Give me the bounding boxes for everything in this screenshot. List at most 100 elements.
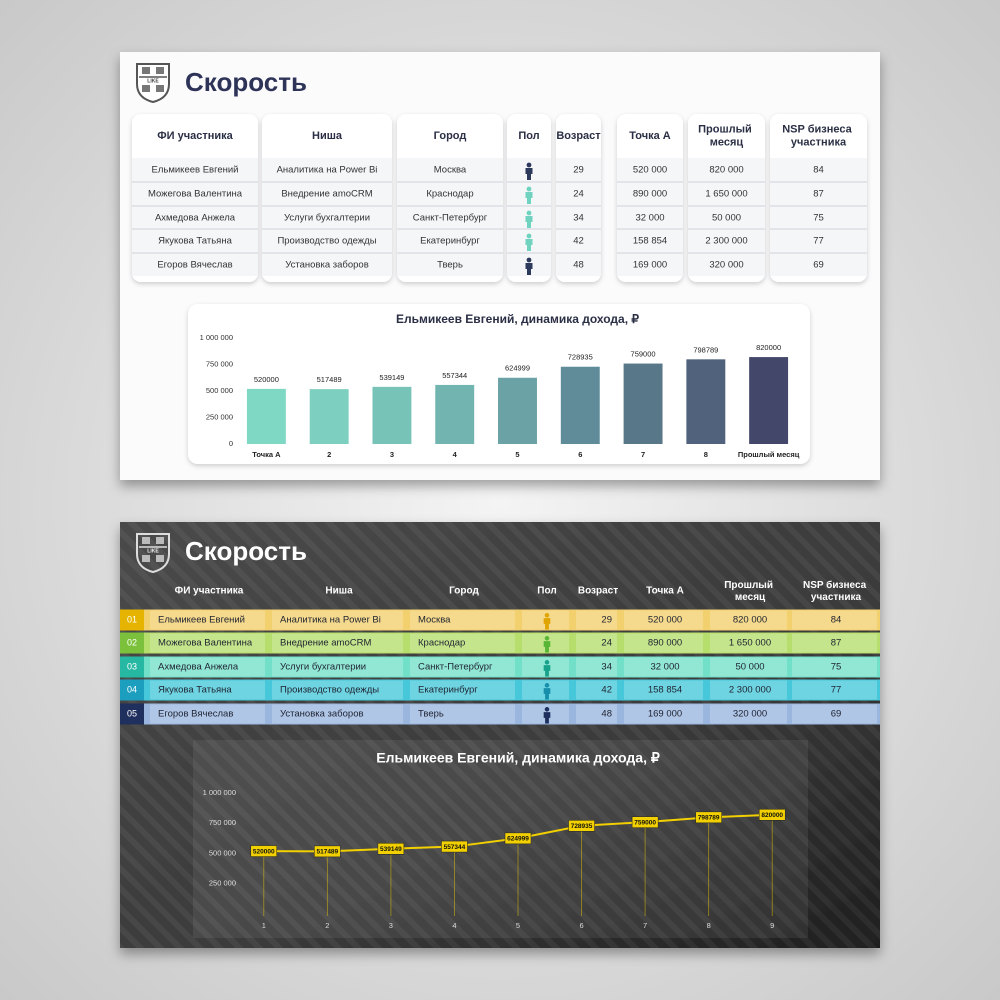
column-body — [262, 158, 392, 276]
cell-bg — [792, 633, 877, 653]
cell-bg — [792, 704, 877, 724]
column-body — [132, 158, 258, 276]
table-cell: 84 — [813, 165, 824, 176]
value-label-box — [695, 811, 722, 824]
cell-bg — [624, 610, 703, 630]
value-label: 759000 — [634, 819, 656, 826]
gender-icon-head — [544, 613, 550, 618]
value-label-box — [504, 832, 532, 845]
value-label: 557344 — [442, 371, 467, 380]
slide-title: Скорость — [185, 67, 307, 97]
table-cell: 69 — [813, 260, 824, 271]
table-cell: Установка заборов — [285, 260, 369, 271]
y-tick-label: 0 — [229, 439, 233, 448]
cell-bg — [150, 680, 265, 700]
cell-bg — [624, 680, 703, 700]
gender-icon-head — [544, 707, 550, 712]
row-number-cell — [120, 679, 144, 701]
column-header: Город — [449, 586, 479, 597]
table-cell: Услуги бухгалтерии — [284, 213, 370, 224]
cell-bg — [710, 680, 787, 700]
table-cell: 48 — [601, 709, 612, 720]
table-cell: Услуги бухгалтерии — [280, 662, 366, 673]
table-cell: Санкт-Петербург — [413, 213, 488, 224]
table-cell: 890 000 — [648, 638, 682, 649]
cell-bg — [272, 657, 403, 677]
table-cell: 42 — [573, 236, 584, 247]
column-header: Пол — [537, 586, 556, 597]
gender-icon-head — [526, 186, 532, 192]
table: ФИ участника Ниша Город Пол Возраст Точка А Пр… — [120, 579, 880, 725]
cell-bg — [624, 657, 703, 677]
gender-icon-head — [526, 257, 532, 263]
table-cell: 48 — [573, 260, 584, 271]
gender-icon-head — [544, 636, 550, 641]
table-cell: 77 — [813, 236, 824, 247]
table-cell: 32 000 — [635, 213, 664, 224]
table-cell: Ахмедова Анжела — [155, 213, 236, 224]
cell-bg — [410, 704, 515, 724]
table-cell: 34 — [601, 662, 612, 673]
column-header: ФИ участника — [157, 130, 233, 142]
column-header: Ниша — [325, 586, 353, 597]
x-tick-label: Прошлый месяц — [738, 450, 800, 459]
cell-bg — [150, 704, 265, 724]
table: ФИ участника Ниша Город Пол Возраст Точка А Пр… — [132, 114, 867, 282]
table-cell: Производство одежды — [277, 236, 376, 247]
row-number: 03 — [127, 661, 137, 671]
value-label: 557344 — [444, 844, 466, 851]
value-label: 624999 — [505, 364, 530, 373]
x-tick-label: 3 — [389, 921, 393, 930]
column-body — [617, 158, 683, 276]
chart-title: Ельмикеев Евгений, динамика дохода, ₽ — [396, 312, 639, 326]
table-cell: 87 — [831, 638, 842, 649]
bar — [246, 388, 286, 444]
column-header: Возраст — [578, 586, 618, 597]
cell-bg — [410, 657, 515, 677]
value-label: 728935 — [571, 823, 593, 830]
cell-bg — [410, 633, 515, 653]
row-number: 02 — [127, 637, 137, 647]
column-body — [770, 158, 867, 276]
y-tick-label: 500 000 — [206, 386, 233, 395]
y-tick-label: 1 000 000 — [203, 788, 236, 797]
cell-bg — [624, 633, 703, 653]
table-cell: 169 000 — [633, 260, 667, 271]
y-tick-label: 250 000 — [209, 879, 236, 888]
bar — [749, 357, 789, 444]
table-cell: Якукова Татьяна — [158, 685, 232, 696]
value-label-box — [568, 820, 595, 832]
table-cell: Екатеринбург — [420, 236, 480, 247]
x-tick-label: 6 — [578, 450, 582, 459]
value-label-box — [250, 845, 278, 857]
column-header: Точка А — [629, 130, 671, 142]
cell-bg — [576, 633, 617, 653]
cell-bg — [576, 680, 617, 700]
slide-pattern — [120, 522, 880, 948]
cell-bg — [576, 704, 617, 724]
table-cell: Москва — [434, 165, 467, 176]
column-body — [688, 158, 765, 276]
value-label-box — [377, 843, 405, 855]
value-label: 520000 — [254, 375, 279, 384]
x-tick-label: 7 — [643, 921, 647, 930]
table-cell: 50 000 — [712, 213, 741, 224]
table-cell: Ельмикеев Евгений — [158, 615, 245, 626]
row-number: 04 — [127, 684, 137, 694]
x-tick-label: 2 — [327, 450, 331, 459]
chart: Ельмикеев Евгений, динамика дохода, ₽ 0 2 5… — [200, 312, 800, 459]
table-cell: Ельмикеев Евгений — [152, 165, 239, 176]
logo-text: LIKE — [147, 78, 159, 84]
table-cell: Аналитика на Power Bi — [280, 615, 381, 626]
cell-bg — [150, 610, 265, 630]
x-tick-label: 4 — [453, 450, 458, 459]
cell-bg — [792, 680, 877, 700]
table-cell: Ахмедова Анжела — [158, 662, 239, 673]
x-tick-label: 8 — [707, 921, 711, 930]
cell-bg — [710, 657, 787, 677]
x-tick-label: 6 — [579, 921, 583, 930]
table-cell: 75 — [831, 662, 842, 673]
table-cell: 24 — [573, 189, 584, 200]
